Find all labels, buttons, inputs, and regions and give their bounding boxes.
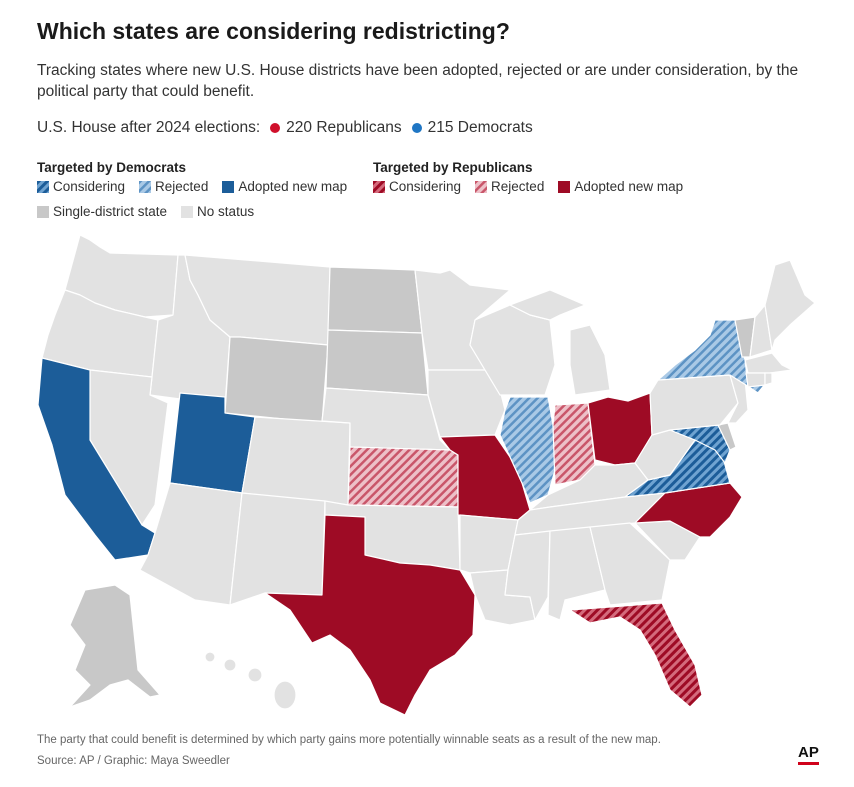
state-new-mexico bbox=[229, 492, 326, 606]
legend-rep-considering-label: Considering bbox=[389, 179, 462, 194]
legend-single-district-label: Single-district state bbox=[53, 204, 168, 219]
state-hawaii bbox=[204, 651, 297, 710]
legend-rep-rejected: Rejected bbox=[475, 179, 544, 194]
us-map bbox=[37, 234, 816, 716]
house-summary: U.S. House after 2024 elections: 220 Rep… bbox=[37, 119, 533, 137]
legend-dem-rejected: Rejected bbox=[139, 179, 208, 194]
legend-single-district: Single-district state bbox=[37, 204, 167, 219]
dem-rejected-swatch bbox=[139, 180, 152, 193]
legend-democrats: Targeted by Democrats Considering Reject… bbox=[37, 160, 361, 194]
state-kansas bbox=[347, 446, 459, 508]
dem-adopted-swatch bbox=[222, 180, 235, 193]
state-florida bbox=[569, 602, 703, 708]
state-wyoming bbox=[224, 336, 329, 424]
house-label: U.S. House after 2024 elections: bbox=[37, 119, 261, 136]
democrat-dot-icon bbox=[411, 123, 422, 133]
state-north-dakota bbox=[327, 266, 423, 334]
source-credit: Source: AP / Graphic: Maya Sweedler bbox=[37, 755, 230, 767]
rep-rejected-swatch bbox=[475, 180, 488, 193]
legend-dem-rejected-label: Rejected bbox=[155, 179, 209, 194]
no-status-swatch bbox=[181, 205, 194, 218]
state-michigan bbox=[509, 289, 611, 396]
state-texas bbox=[264, 514, 476, 716]
state-delaware bbox=[717, 422, 737, 451]
state-colorado bbox=[241, 416, 351, 506]
legend-dem-adopted: Adopted new map bbox=[222, 179, 347, 194]
page-title: Which states are considering redistricti… bbox=[37, 18, 510, 44]
democrat-count: 215 Democrats bbox=[427, 119, 533, 136]
state-alaska bbox=[69, 584, 161, 708]
footnote: The party that could benefit is determin… bbox=[37, 734, 661, 746]
rep-adopted-swatch bbox=[558, 180, 571, 193]
state-rhode-island bbox=[764, 372, 773, 386]
ap-logo: AP bbox=[798, 745, 819, 765]
legend-rep-considering: Considering bbox=[373, 179, 461, 194]
legend-republicans: Targeted by Republicans Considering Reje… bbox=[373, 160, 697, 194]
legend-dem-adopted-label: Adopted new map bbox=[238, 179, 348, 194]
state-california bbox=[37, 357, 156, 561]
legend-other: Single-district state No status bbox=[37, 204, 268, 219]
state-connecticut bbox=[745, 372, 766, 388]
legend-rep-adopted: Adopted new map bbox=[558, 179, 683, 194]
state-georgia bbox=[589, 522, 671, 606]
legend-republicans-heading: Targeted by Republicans bbox=[373, 160, 533, 175]
republican-count: 220 Republicans bbox=[286, 119, 402, 136]
state-illinois bbox=[499, 396, 556, 504]
dem-considering-swatch bbox=[37, 180, 49, 193]
republican-dot-icon bbox=[270, 123, 281, 133]
subtitle: Tracking states where new U.S. House dis… bbox=[37, 62, 799, 100]
rep-considering-swatch bbox=[373, 180, 385, 193]
legend-democrats-heading: Targeted by Democrats bbox=[37, 160, 187, 175]
legend-dem-considering: Considering bbox=[37, 179, 125, 194]
legend-rep-rejected-label: Rejected bbox=[491, 179, 545, 194]
state-south-dakota bbox=[325, 329, 429, 396]
legend-rep-adopted-label: Adopted new map bbox=[574, 179, 684, 194]
state-maine bbox=[764, 259, 816, 351]
legend-no-status-label: No status bbox=[197, 204, 255, 219]
legend-no-status: No status bbox=[181, 204, 254, 219]
single-district-swatch bbox=[37, 205, 49, 218]
legend-dem-considering-label: Considering bbox=[53, 179, 126, 194]
